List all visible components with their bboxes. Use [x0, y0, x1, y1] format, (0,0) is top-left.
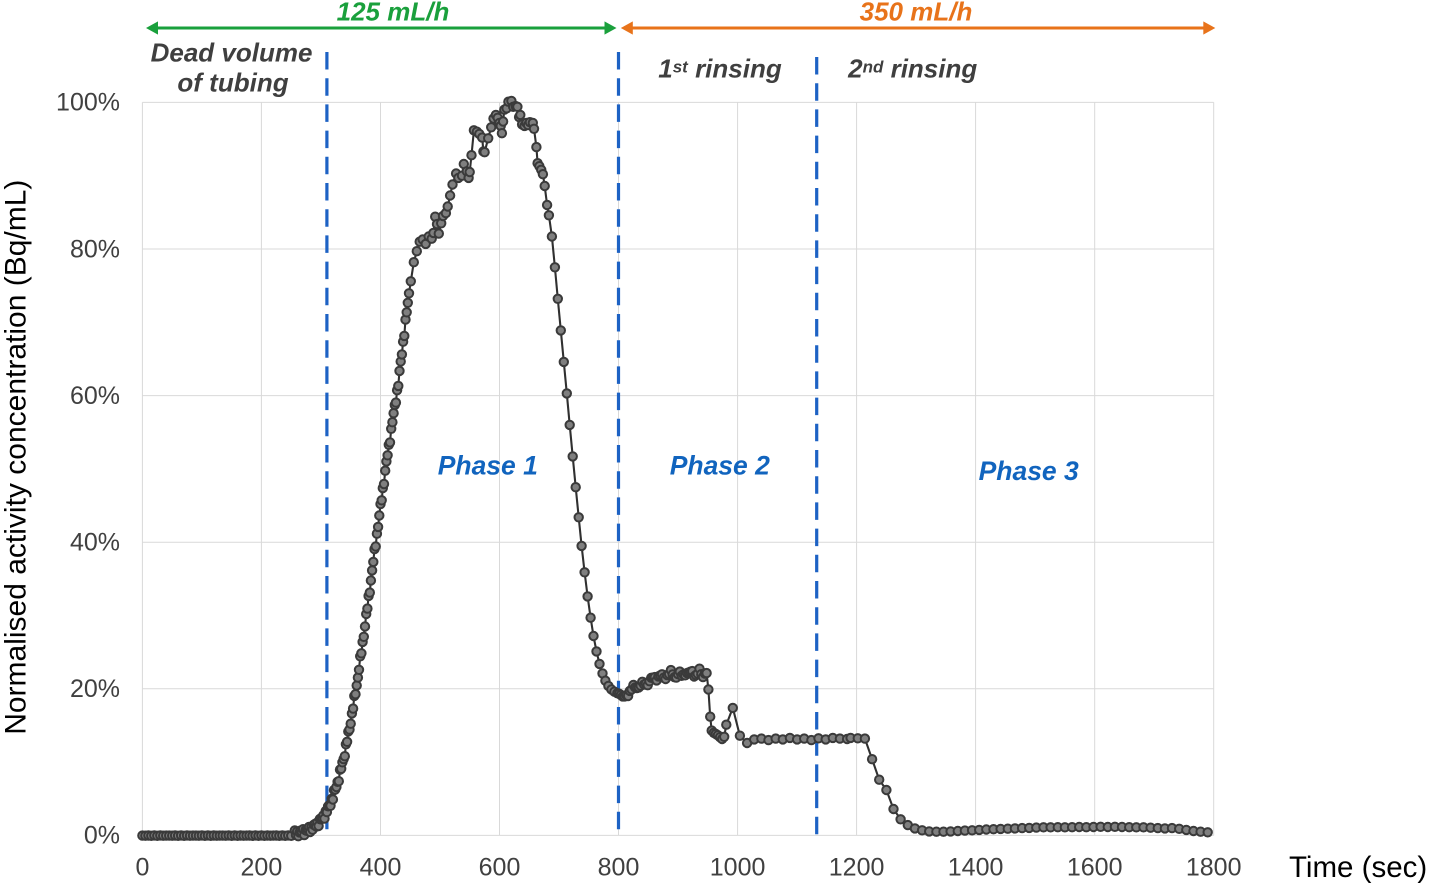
svg-text:100%: 100%: [56, 89, 120, 117]
svg-text:Phase 1: Phase 1: [438, 450, 538, 480]
svg-text:80%: 80%: [70, 235, 120, 263]
svg-text:Time (sec): Time (sec): [1289, 851, 1427, 883]
svg-text:800: 800: [598, 854, 640, 882]
svg-text:350 mL/h: 350 mL/h: [860, 0, 973, 27]
svg-text:600: 600: [479, 854, 521, 882]
svg-text:60%: 60%: [70, 382, 120, 410]
svg-text:1200: 1200: [829, 854, 885, 882]
svg-text:0%: 0%: [84, 822, 120, 850]
svg-text:20%: 20%: [70, 675, 120, 703]
svg-text:1400: 1400: [948, 854, 1004, 882]
svg-text:1800: 1800: [1186, 854, 1242, 882]
svg-text:1600: 1600: [1067, 854, 1123, 882]
svg-text:125 mL/h: 125 mL/h: [337, 0, 450, 27]
svg-text:Normalised activity concentrat: Normalised activity concentration (Bq/mL…: [0, 180, 33, 735]
svg-text:Dead volume: Dead volume: [151, 38, 313, 68]
svg-text:of tubing: of tubing: [177, 68, 288, 98]
svg-text:0: 0: [135, 854, 149, 882]
svg-text:400: 400: [360, 854, 402, 882]
svg-text:1000: 1000: [710, 854, 766, 882]
svg-text:40%: 40%: [70, 529, 120, 557]
svg-text:200: 200: [241, 854, 283, 882]
svg-text:Phase 2: Phase 2: [670, 451, 770, 481]
svg-text:Phase 3: Phase 3: [979, 456, 1079, 486]
